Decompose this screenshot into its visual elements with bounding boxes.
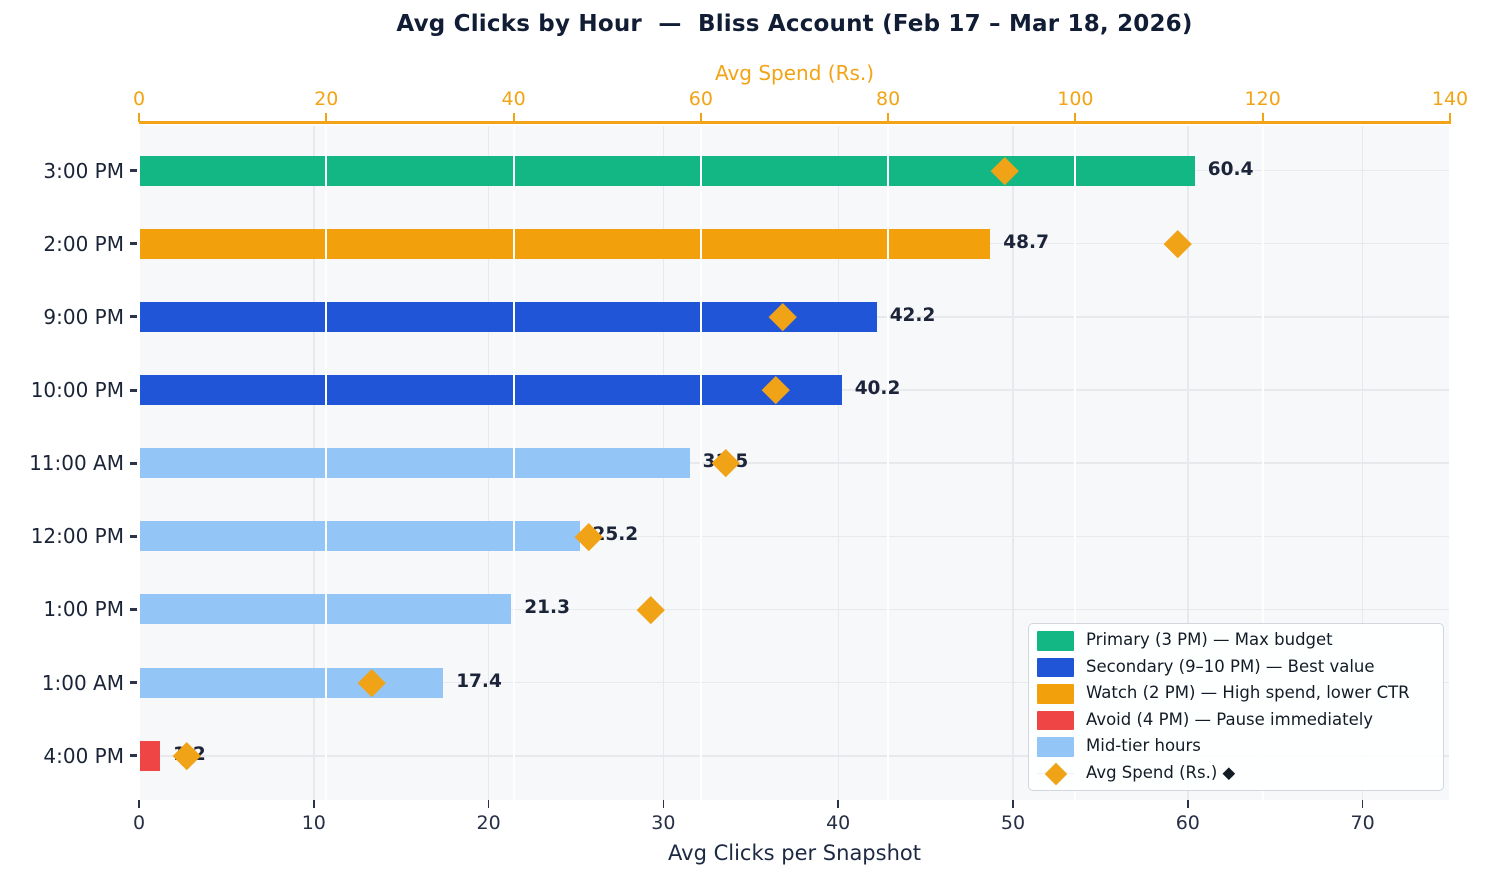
- y-axis-tick-mark: [130, 242, 137, 246]
- bar-value-label: 60.4: [1207, 158, 1254, 180]
- bar-value-label: 25.2: [592, 524, 639, 546]
- y-axis-tick-mark: [130, 388, 137, 392]
- y-axis-category-label: 4:00 PM: [43, 743, 124, 768]
- bar-value-label: 21.3: [524, 597, 570, 619]
- y-axis-tick-mark: [130, 169, 137, 172]
- y-axis-category-label: 12:00 PM: [30, 524, 124, 549]
- top-axis-tick-mark: [325, 113, 328, 122]
- top-axis-tick-mark: [699, 113, 702, 122]
- gridline-spend-vertical: [512, 126, 515, 800]
- gridline-spend-vertical: [699, 126, 702, 800]
- gridline-row-horizontal: [139, 755, 1450, 757]
- top-axis-tick-label: 140: [1431, 88, 1469, 110]
- legend-item-label: Primary (3 PM) — Max budget: [1086, 630, 1333, 649]
- legend-item-label: Avg Spend (Rs.) ◆: [1086, 762, 1236, 782]
- legend-swatch-4: [1037, 737, 1074, 757]
- chart-title: Avg Clicks by Hour — Bliss Account (Feb …: [396, 11, 1193, 37]
- top-axis-tick-mark: [137, 113, 141, 122]
- top-axis-tick-mark: [512, 113, 515, 122]
- bar-value-label: 42.2: [889, 304, 936, 326]
- bottom-axis-tick-label: 30: [651, 812, 676, 834]
- bar-1-00-am: [139, 667, 444, 698]
- top-axis-tick-mark: [1261, 113, 1264, 122]
- top-axis-tick-label: 60: [688, 88, 713, 110]
- gridline-spend-vertical: [1449, 126, 1451, 800]
- y-axis-tick-mark: [130, 315, 137, 319]
- y-axis-category-label: 1:00 AM: [41, 670, 124, 695]
- legend-swatch-2: [1037, 684, 1074, 704]
- top-axis-tick-label: 40: [501, 88, 526, 110]
- gridline-spend-vertical: [1261, 126, 1264, 800]
- bar-4-00-pm: [139, 740, 160, 771]
- legend-item-label: Mid-tier hours: [1086, 736, 1201, 755]
- bottom-axis-tick-label: 20: [476, 812, 501, 834]
- legend-item-label: Avoid (4 PM) — Pause immediately: [1086, 709, 1374, 729]
- top-axis-tick-label: 120: [1244, 88, 1281, 110]
- gridline-spend-vertical: [138, 126, 140, 800]
- gridline-row-horizontal: [139, 462, 1450, 464]
- bottom-axis-tick-mark: [1361, 800, 1364, 808]
- bar-12-00-pm: [139, 521, 580, 552]
- top-axis-tick-label: 0: [132, 88, 146, 110]
- bar-9-00-pm: [139, 301, 877, 332]
- top-axis-title: Avg Spend (Rs.): [714, 61, 875, 85]
- bottom-axis-tick-label: 60: [1175, 812, 1200, 834]
- y-axis-category-label: 9:00 PM: [43, 304, 124, 329]
- gridline-spend-vertical: [887, 126, 890, 800]
- y-axis-category-label: 2:00 PM: [43, 231, 124, 256]
- gridline-row-horizontal: [139, 681, 1450, 684]
- legend-swatch-1: [1037, 657, 1074, 678]
- bottom-axis-tick-mark: [487, 800, 490, 808]
- y-axis-category-label: 1:00 PM: [43, 597, 124, 622]
- bottom-axis-tick-label: 50: [1000, 812, 1026, 834]
- gridline-row-horizontal: [139, 535, 1450, 537]
- y-axis-category-label: 11:00 AM: [29, 451, 124, 476]
- y-axis-category-label: 10:00 PM: [30, 378, 124, 402]
- bottom-axis-tick-label: 70: [1350, 812, 1375, 834]
- bottom-axis-tick-mark: [662, 800, 665, 808]
- y-axis-tick-mark: [130, 534, 137, 538]
- top-axis-tick-mark: [887, 113, 890, 122]
- top-axis-tick-mark: [1074, 113, 1077, 122]
- y-axis-tick-mark: [130, 607, 137, 611]
- top-axis-tick-label: 100: [1057, 88, 1094, 110]
- bar-11-00-am: [139, 448, 690, 479]
- top-axis-tick-mark: [1448, 113, 1452, 122]
- legend-item-label: Watch (2 PM) — High spend, lower CTR: [1086, 683, 1410, 702]
- bar-1-00-pm: [139, 594, 512, 625]
- bottom-axis-tick-mark: [1186, 800, 1189, 808]
- top-axis-tick-label: 20: [314, 88, 339, 110]
- bottom-axis-tick-mark: [312, 800, 315, 808]
- y-axis-tick-mark: [130, 681, 137, 685]
- legend-box: [1028, 623, 1444, 791]
- gridline-row-horizontal: [139, 608, 1450, 611]
- y-axis-tick-mark: [130, 754, 137, 758]
- bottom-axis-title: Avg Clicks per Snapshot: [668, 841, 921, 865]
- legend-swatch-3: [1037, 710, 1074, 731]
- y-axis-category-label: 3:00 PM: [43, 158, 124, 183]
- bottom-axis-tick-mark: [1012, 800, 1014, 808]
- bar-value-label: 40.2: [854, 378, 901, 399]
- y-axis-tick-mark: [130, 461, 137, 465]
- bottom-axis-tick-label: 10: [301, 812, 326, 834]
- gridline-spend-vertical: [1074, 126, 1077, 800]
- top-axis-tick-label: 80: [876, 88, 901, 110]
- bottom-axis-tick-mark: [138, 800, 140, 808]
- legend-swatch-0: [1037, 631, 1074, 651]
- bar-2-00-pm: [139, 228, 991, 259]
- bar-value-label: 17.4: [456, 670, 502, 692]
- bottom-axis-tick-label: 0: [132, 812, 146, 834]
- gridline-spend-vertical: [325, 126, 328, 800]
- legend-item-label: Secondary (9–10 PM) — Best value: [1086, 656, 1375, 676]
- bar-value-label: 48.7: [1003, 231, 1049, 253]
- bar-10-00-pm: [139, 375, 842, 405]
- bottom-axis-tick-mark: [837, 800, 840, 808]
- top-axis-spine: [139, 121, 1451, 125]
- bar-3-00-pm: [139, 155, 1195, 186]
- bottom-axis-tick-label: 40: [826, 812, 851, 834]
